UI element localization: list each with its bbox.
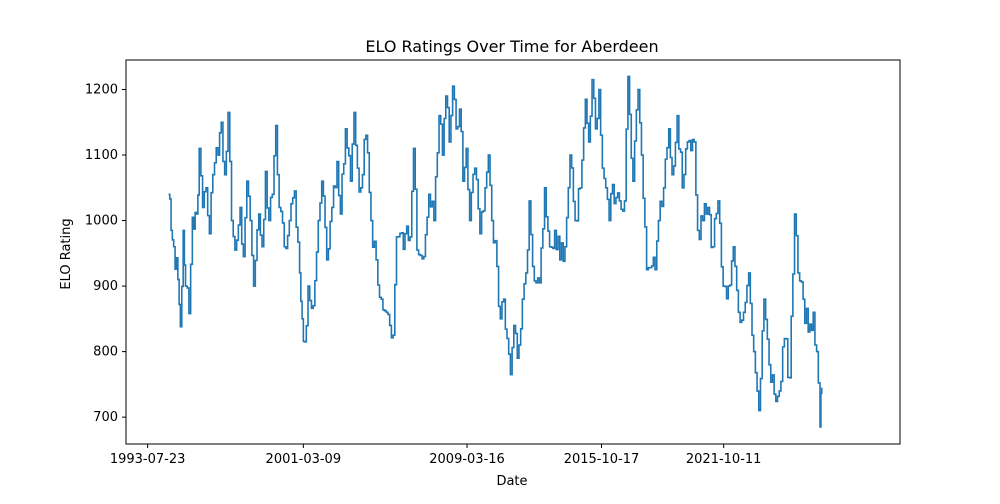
x-tick-label: 2001-03-09 bbox=[266, 452, 342, 467]
x-tick-label: 1993-07-23 bbox=[110, 452, 186, 467]
y-tick-label: 800 bbox=[93, 345, 118, 360]
x-tick-label: 2009-03-16 bbox=[429, 452, 505, 467]
plot-frame bbox=[125, 59, 901, 445]
y-tick-label: 700 bbox=[93, 410, 118, 425]
y-tick-label: 1000 bbox=[85, 214, 118, 229]
y-tick-label: 1200 bbox=[85, 82, 118, 97]
x-axis-label: Date bbox=[496, 474, 527, 489]
chart-title: ELO Ratings Over Time for Aberdeen bbox=[365, 37, 658, 56]
x-tick-label: 2021-10-11 bbox=[686, 452, 762, 467]
y-tick-label: 1100 bbox=[85, 148, 118, 163]
x-tick-label: 2015-10-17 bbox=[564, 452, 640, 467]
y-axis-label: ELO Rating bbox=[59, 218, 74, 289]
y-tick-label: 900 bbox=[93, 279, 118, 294]
series-line bbox=[168, 75, 823, 428]
